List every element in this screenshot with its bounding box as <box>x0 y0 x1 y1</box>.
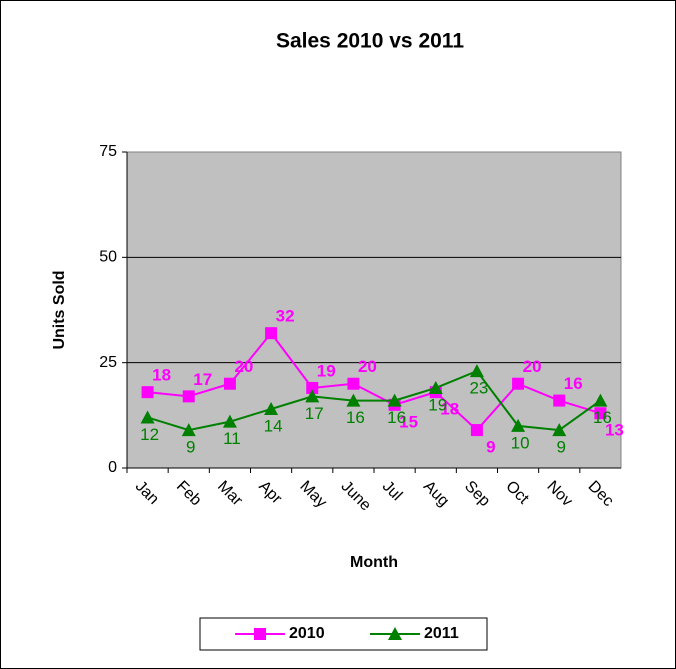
marker <box>223 377 236 390</box>
data-label: 16 <box>387 408 406 427</box>
data-label: 15 <box>399 412 418 431</box>
legend-label: 2010 <box>289 625 325 642</box>
y-tick-label: 75 <box>99 143 117 160</box>
marker <box>594 407 607 420</box>
x-axis-label: Month <box>350 554 398 571</box>
marker <box>593 393 608 407</box>
data-label: 23 <box>469 379 488 398</box>
y-axis-label: Units Sold <box>51 270 68 349</box>
y-tick-label: 25 <box>99 354 117 371</box>
marker <box>387 393 402 407</box>
data-label: 17 <box>193 370 212 389</box>
marker <box>346 393 361 407</box>
data-label: 14 <box>264 416 283 435</box>
data-label: 9 <box>557 438 566 457</box>
marker <box>552 423 567 437</box>
data-label: 16 <box>564 374 583 393</box>
marker <box>553 394 566 407</box>
marker <box>470 424 483 437</box>
data-label: 20 <box>358 357 377 376</box>
marker <box>347 377 360 390</box>
marker <box>388 627 402 640</box>
data-label: 19 <box>317 361 336 380</box>
data-label: 32 <box>276 307 295 326</box>
y-tick-label: 0 <box>108 459 117 476</box>
marker <box>182 390 195 403</box>
data-label: 18 <box>152 366 171 385</box>
marker <box>428 380 443 394</box>
chart-title: Sales 2010 vs 2011 <box>276 30 464 53</box>
data-label: 20 <box>523 357 542 376</box>
marker <box>140 410 155 424</box>
line <box>147 369 601 432</box>
marker <box>511 418 526 432</box>
marker <box>469 364 484 378</box>
data-label: 9 <box>486 438 495 457</box>
marker <box>254 628 266 640</box>
data-label: 12 <box>140 425 159 444</box>
data-label: 11 <box>223 429 241 448</box>
line <box>147 331 601 432</box>
data-label: 18 <box>440 400 459 419</box>
data-label: 17 <box>305 404 324 423</box>
y-tick-label: 50 <box>99 249 117 266</box>
legend-label: 2011 <box>424 625 459 642</box>
data-label: 20 <box>234 357 253 376</box>
data-label: 9 <box>186 438 195 457</box>
marker <box>306 381 319 394</box>
marker <box>265 327 278 340</box>
marker <box>305 389 320 403</box>
marker <box>264 402 279 416</box>
marker <box>181 423 196 437</box>
data-label: 16 <box>346 408 365 427</box>
data-label: 16 <box>593 408 612 427</box>
data-label: 10 <box>511 433 530 452</box>
marker <box>222 414 237 428</box>
plot-area <box>126 151 622 469</box>
marker <box>512 377 525 390</box>
data-label: 13 <box>605 421 624 440</box>
data-label: 19 <box>428 395 447 414</box>
marker <box>141 386 154 399</box>
